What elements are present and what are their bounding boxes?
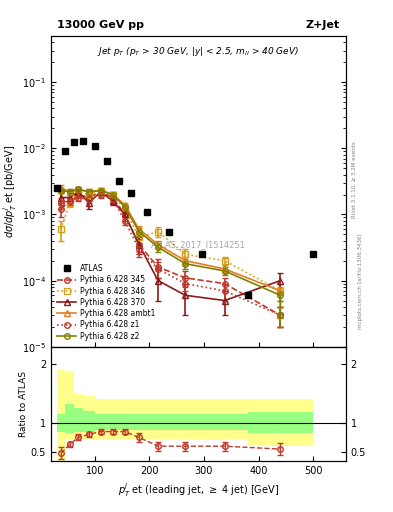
ATLAS [105, 158, 109, 164]
Y-axis label: Ratio to ATLAS: Ratio to ATLAS [19, 371, 28, 437]
Text: 13000 GeV pp: 13000 GeV pp [57, 19, 144, 30]
Text: Jet $p_T$ ($p_T$ > 30 GeV, |y| < 2.5, $m_{ll}$ > 40 GeV): Jet $p_T$ ($p_T$ > 30 GeV, |y| < 2.5, $m… [97, 45, 299, 58]
ATLAS [167, 228, 171, 234]
X-axis label: $p_T^j$ et (leading jet, $\geq$ 4 jet) [GeV]: $p_T^j$ et (leading jet, $\geq$ 4 jet) [… [118, 481, 279, 499]
Y-axis label: $d\sigma/dp_T^j$ et [pb/GeV]: $d\sigma/dp_T^j$ et [pb/GeV] [2, 145, 19, 238]
ATLAS [245, 292, 250, 298]
Line: ATLAS: ATLAS [53, 137, 317, 299]
Text: Z+Jet: Z+Jet [306, 19, 340, 30]
Text: Rivet 3.1.10, ≥ 3.2M events: Rivet 3.1.10, ≥ 3.2M events [352, 141, 357, 218]
ATLAS [116, 178, 121, 184]
ATLAS [81, 138, 85, 144]
ATLAS [54, 185, 59, 191]
ATLAS [72, 139, 76, 145]
ATLAS [63, 148, 68, 154]
Legend: ATLAS, Pythia 6.428 345, Pythia 6.428 346, Pythia 6.428 370, Pythia 6.428 ambt1,: ATLAS, Pythia 6.428 345, Pythia 6.428 34… [55, 262, 158, 343]
Text: ATLAS_2017_I1514251: ATLAS_2017_I1514251 [151, 240, 246, 249]
ATLAS [199, 251, 204, 258]
ATLAS [92, 142, 97, 148]
ATLAS [129, 190, 133, 196]
ATLAS [311, 251, 316, 258]
Text: mcplots.cern.ch [arXiv:1306.3436]: mcplots.cern.ch [arXiv:1306.3436] [358, 234, 363, 329]
ATLAS [145, 208, 149, 215]
